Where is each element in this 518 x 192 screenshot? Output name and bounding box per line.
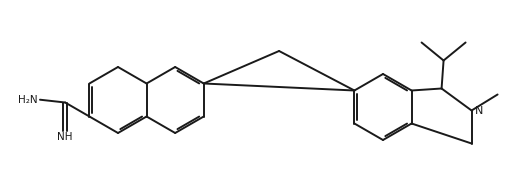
Text: H₂N: H₂N: [18, 95, 38, 105]
Text: N: N: [474, 105, 483, 116]
Text: NH: NH: [57, 132, 73, 142]
